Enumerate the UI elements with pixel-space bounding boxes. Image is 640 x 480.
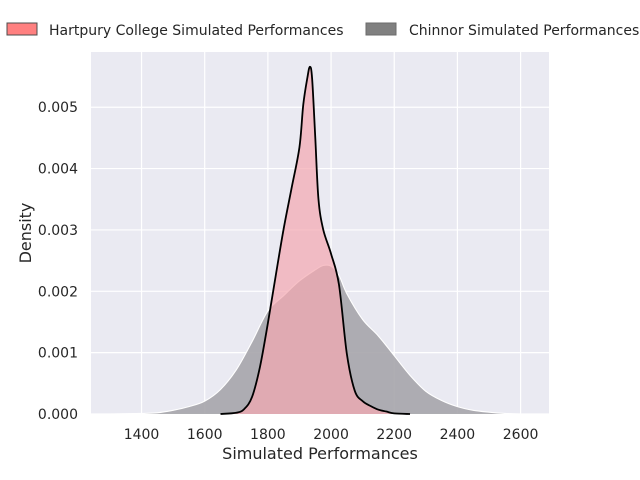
series-layer <box>109 65 531 415</box>
x-tick-label-2400: 2400 <box>440 427 476 443</box>
y-axis-label: Density <box>16 203 35 264</box>
y-tick-label-1: 0.001 <box>38 346 78 362</box>
y-tick-label-4: 0.004 <box>38 162 78 178</box>
y-tick-label-0: 0.000 <box>38 407 78 423</box>
x-tick-label-1400: 1400 <box>124 427 160 443</box>
y-tick-label-5: 0.005 <box>38 100 78 116</box>
legend-label-chinnor: Chinnor Simulated Performances <box>409 23 639 39</box>
x-tick-label-2600: 2600 <box>503 427 539 443</box>
y-tick-label-2: 0.002 <box>38 284 78 300</box>
legend: Hartpury College Simulated Performances … <box>6 22 639 39</box>
legend-swatch-chinnor <box>365 22 397 36</box>
x-tick-label-1800: 1800 <box>250 427 286 443</box>
y-tick-label-3: 0.003 <box>38 223 78 239</box>
x-tick-label-2000: 2000 <box>313 427 349 443</box>
tick-labels: 1400 1600 1800 2000 2200 2400 2600 0.000 0.001 0.… <box>38 100 538 443</box>
x-tick-label-2200: 2200 <box>376 427 412 443</box>
x-axis-label: Simulated Performances <box>222 444 418 463</box>
legend-swatch-hartpury <box>6 22 38 36</box>
x-tick-label-1600: 1600 <box>187 427 223 443</box>
density-line-hartpury <box>220 65 411 415</box>
legend-label-hartpury: Hartpury College Simulated Performances <box>49 23 344 39</box>
